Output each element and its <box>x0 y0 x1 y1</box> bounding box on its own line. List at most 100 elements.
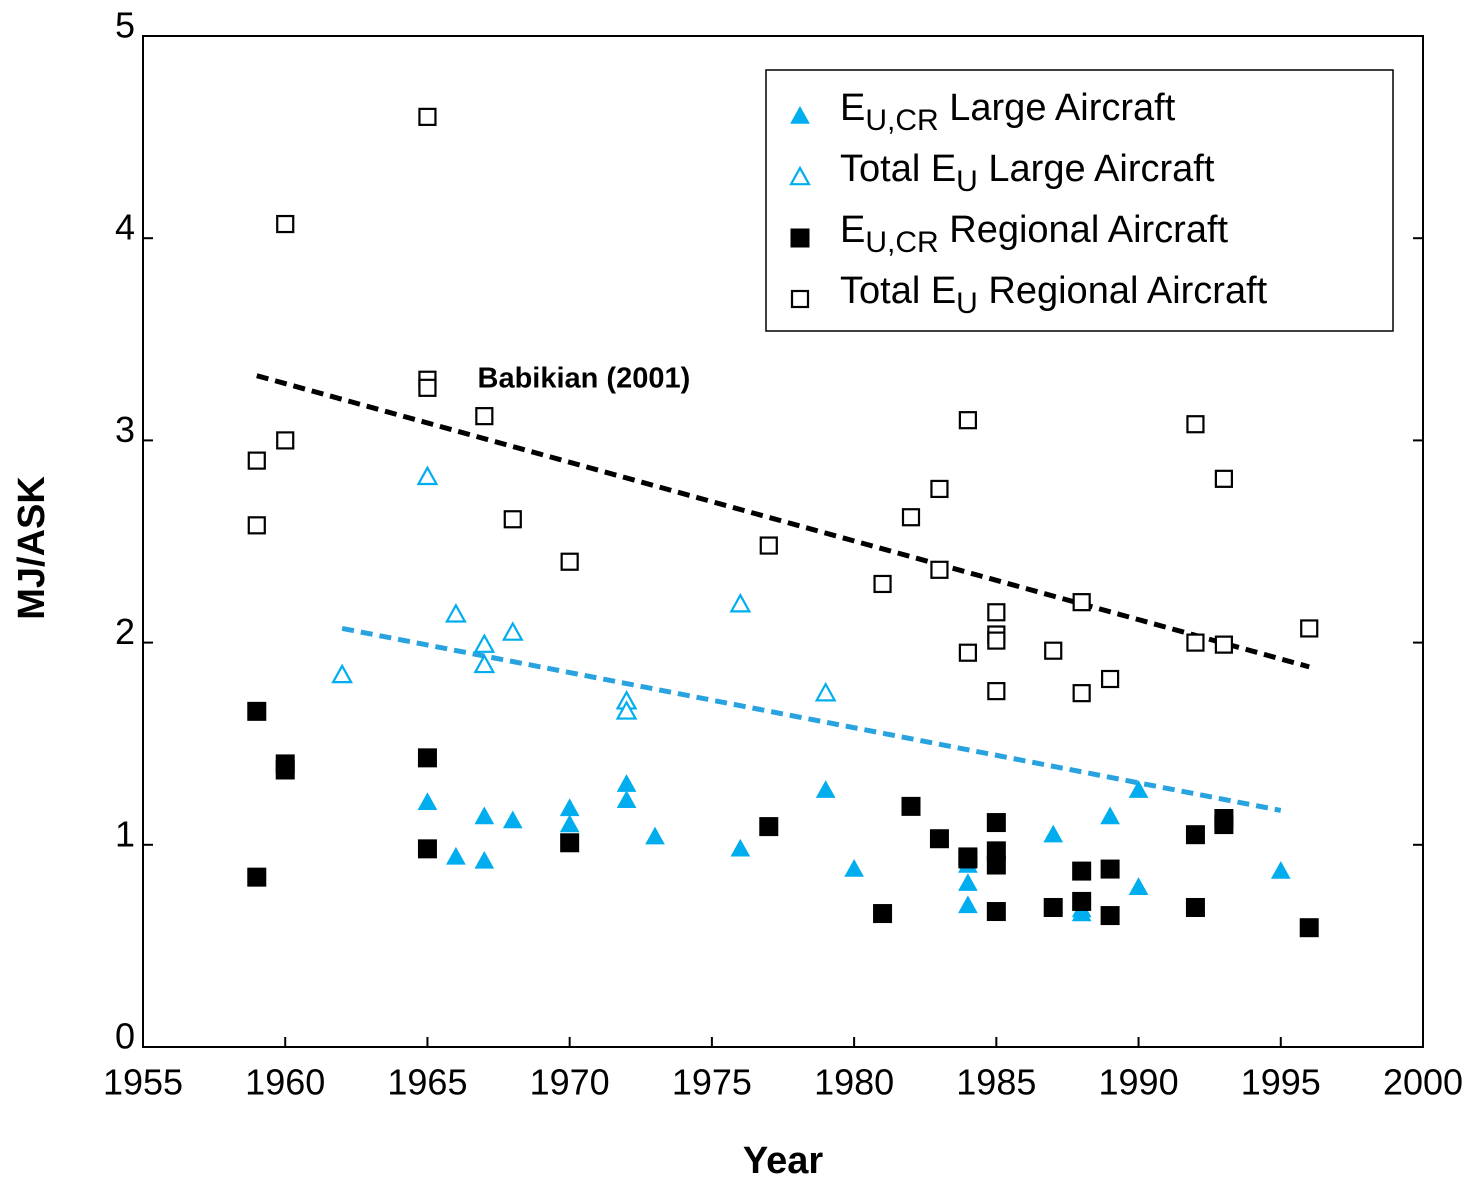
y-axis-label: MJ/ASK <box>11 476 53 620</box>
point <box>759 536 778 555</box>
point <box>276 431 295 450</box>
point <box>247 867 267 887</box>
point <box>473 633 496 653</box>
point <box>1101 669 1120 689</box>
point <box>759 817 779 837</box>
point <box>873 574 892 594</box>
point <box>901 508 921 527</box>
point <box>815 780 836 798</box>
point <box>616 790 637 809</box>
point <box>418 378 437 397</box>
y-tick-label: 3 <box>115 409 135 450</box>
point <box>1044 641 1063 660</box>
point <box>986 813 1006 833</box>
y-tick-label: 0 <box>115 1016 135 1057</box>
legend-marker <box>790 105 810 124</box>
point <box>930 479 949 499</box>
point <box>502 810 523 829</box>
legend-marker <box>790 228 810 248</box>
point <box>1100 906 1120 926</box>
point <box>560 833 580 853</box>
point <box>475 407 494 426</box>
x-tick-label: 1995 <box>1241 1062 1321 1103</box>
point <box>1186 633 1205 652</box>
point <box>930 560 949 579</box>
point <box>1043 897 1063 917</box>
point <box>958 873 978 891</box>
point <box>1072 861 1092 881</box>
point <box>247 451 266 470</box>
x-tick-label: 2000 <box>1383 1062 1463 1103</box>
point <box>1185 897 1205 917</box>
point <box>247 701 267 721</box>
annotation: Babikian (2001) <box>478 362 691 394</box>
point <box>929 829 949 849</box>
point <box>417 748 437 768</box>
point <box>1270 861 1291 879</box>
point <box>331 663 353 684</box>
point <box>559 798 580 817</box>
point <box>417 792 438 811</box>
point <box>1072 891 1092 911</box>
point <box>1043 824 1064 843</box>
legend-marker <box>790 289 810 309</box>
point <box>418 107 437 126</box>
point <box>560 552 579 571</box>
point <box>986 855 1006 875</box>
point <box>1186 415 1205 434</box>
legend-label: EU,CR Large Aircraft <box>840 87 1176 137</box>
point <box>1299 918 1319 938</box>
point <box>645 826 665 845</box>
point <box>616 774 637 792</box>
point <box>1214 469 1233 488</box>
point <box>417 839 437 859</box>
legend-label: EU,CR Regional Aircraft <box>840 209 1229 259</box>
x-tick-label: 1970 <box>530 1062 610 1103</box>
trend-line <box>256 373 1310 670</box>
point <box>1071 903 1092 922</box>
point <box>987 631 1006 650</box>
x-tick-label: 1965 <box>387 1062 467 1103</box>
point <box>730 838 751 857</box>
x-axis-label: Year <box>743 1140 824 1182</box>
y-tick-label: 2 <box>115 611 135 652</box>
x-tick-label: 1985 <box>956 1062 1036 1103</box>
point <box>473 653 496 674</box>
point <box>873 904 893 924</box>
point <box>474 850 495 869</box>
point <box>275 760 295 780</box>
point <box>958 849 978 869</box>
point <box>615 700 638 720</box>
point <box>844 859 864 877</box>
trend-line <box>341 625 1282 813</box>
point <box>1100 806 1120 825</box>
point <box>987 603 1006 622</box>
point <box>1128 780 1149 798</box>
point <box>445 603 467 623</box>
point <box>1214 815 1234 835</box>
point <box>276 214 295 234</box>
legend-marker <box>789 165 811 186</box>
point <box>503 510 522 529</box>
point <box>986 902 1006 922</box>
y-tick-label: 4 <box>115 207 135 248</box>
x-tick-label: 1960 <box>245 1062 325 1103</box>
legend-box <box>765 69 1394 332</box>
point <box>987 682 1006 701</box>
point <box>814 681 837 702</box>
point <box>446 846 466 865</box>
plot-frame <box>142 35 1424 1048</box>
point <box>247 516 266 535</box>
point <box>729 592 752 613</box>
point <box>1214 635 1233 654</box>
point <box>1300 619 1319 638</box>
point <box>1100 859 1120 879</box>
point <box>559 814 580 833</box>
y-tick-label: 1 <box>115 813 135 854</box>
point <box>416 465 439 486</box>
point <box>958 643 977 662</box>
y-tick-label: 5 <box>115 5 135 46</box>
point <box>901 796 921 816</box>
